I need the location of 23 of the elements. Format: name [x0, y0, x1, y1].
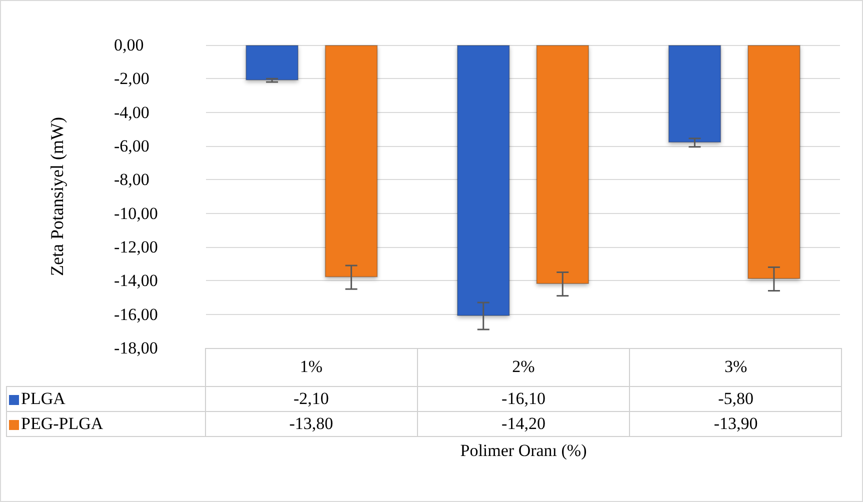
data-label: -5,80	[630, 386, 842, 411]
y-axis-title: Zeta Potansiyel (mW)	[47, 117, 67, 276]
legend-label: PLGA	[6, 386, 205, 411]
y-tick-label: -18,00	[114, 338, 158, 358]
y-tick-label: -16,00	[114, 304, 158, 324]
y-tick-label: -6,00	[114, 136, 150, 156]
y-tick-label: 0,00	[114, 36, 144, 54]
y-tick-label: -8,00	[114, 170, 150, 190]
data-label: -13,90	[630, 411, 842, 436]
x-tick-label: 1%	[205, 348, 418, 386]
x-axis-title: Polimer Oranı (%)	[459, 441, 588, 461]
x-tick-label: 2%	[417, 348, 630, 386]
legend-label: PEG-PLGA	[6, 411, 205, 436]
y-tick-label: -12,00	[114, 238, 158, 256]
data-label: -13,80	[205, 411, 418, 436]
y-tick-label: -4,00	[114, 102, 150, 122]
data-label: -14,20	[417, 411, 630, 436]
y-tick-label: -2,00	[114, 69, 150, 88]
y-tick-label: -10,00	[114, 204, 158, 223]
x-tick-label: 3%	[630, 348, 842, 386]
y-tick-label: -14,00	[114, 271, 158, 290]
data-label: -16,10	[417, 386, 630, 411]
data-label: -2,10	[205, 386, 418, 411]
